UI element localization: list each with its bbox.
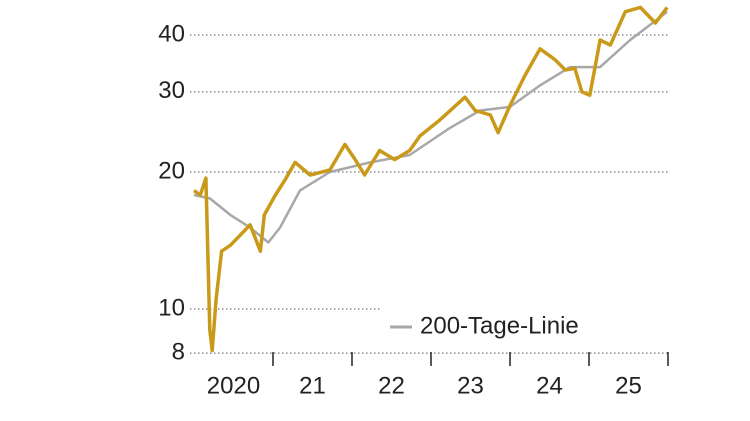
x-tick-label: 2020 xyxy=(207,372,260,399)
x-tick-label: 22 xyxy=(378,372,405,399)
x-tick-label: 21 xyxy=(299,372,326,399)
y-tick-label: 50 xyxy=(158,0,185,3)
x-tick-label: 24 xyxy=(536,372,563,399)
y-tick-label: 20 xyxy=(158,157,185,184)
data-line xyxy=(192,5,669,353)
y-tick-label: 40 xyxy=(158,20,185,47)
y-tick-label: 10 xyxy=(158,294,185,321)
y-tick-label: 30 xyxy=(158,77,185,104)
legend-label: 200-Tage-Linie xyxy=(420,312,579,339)
legend-background xyxy=(382,308,672,346)
x-tick-label: 25 xyxy=(615,372,642,399)
x-tick-label: 23 xyxy=(457,372,484,399)
y-tick-label: 8 xyxy=(172,338,185,365)
